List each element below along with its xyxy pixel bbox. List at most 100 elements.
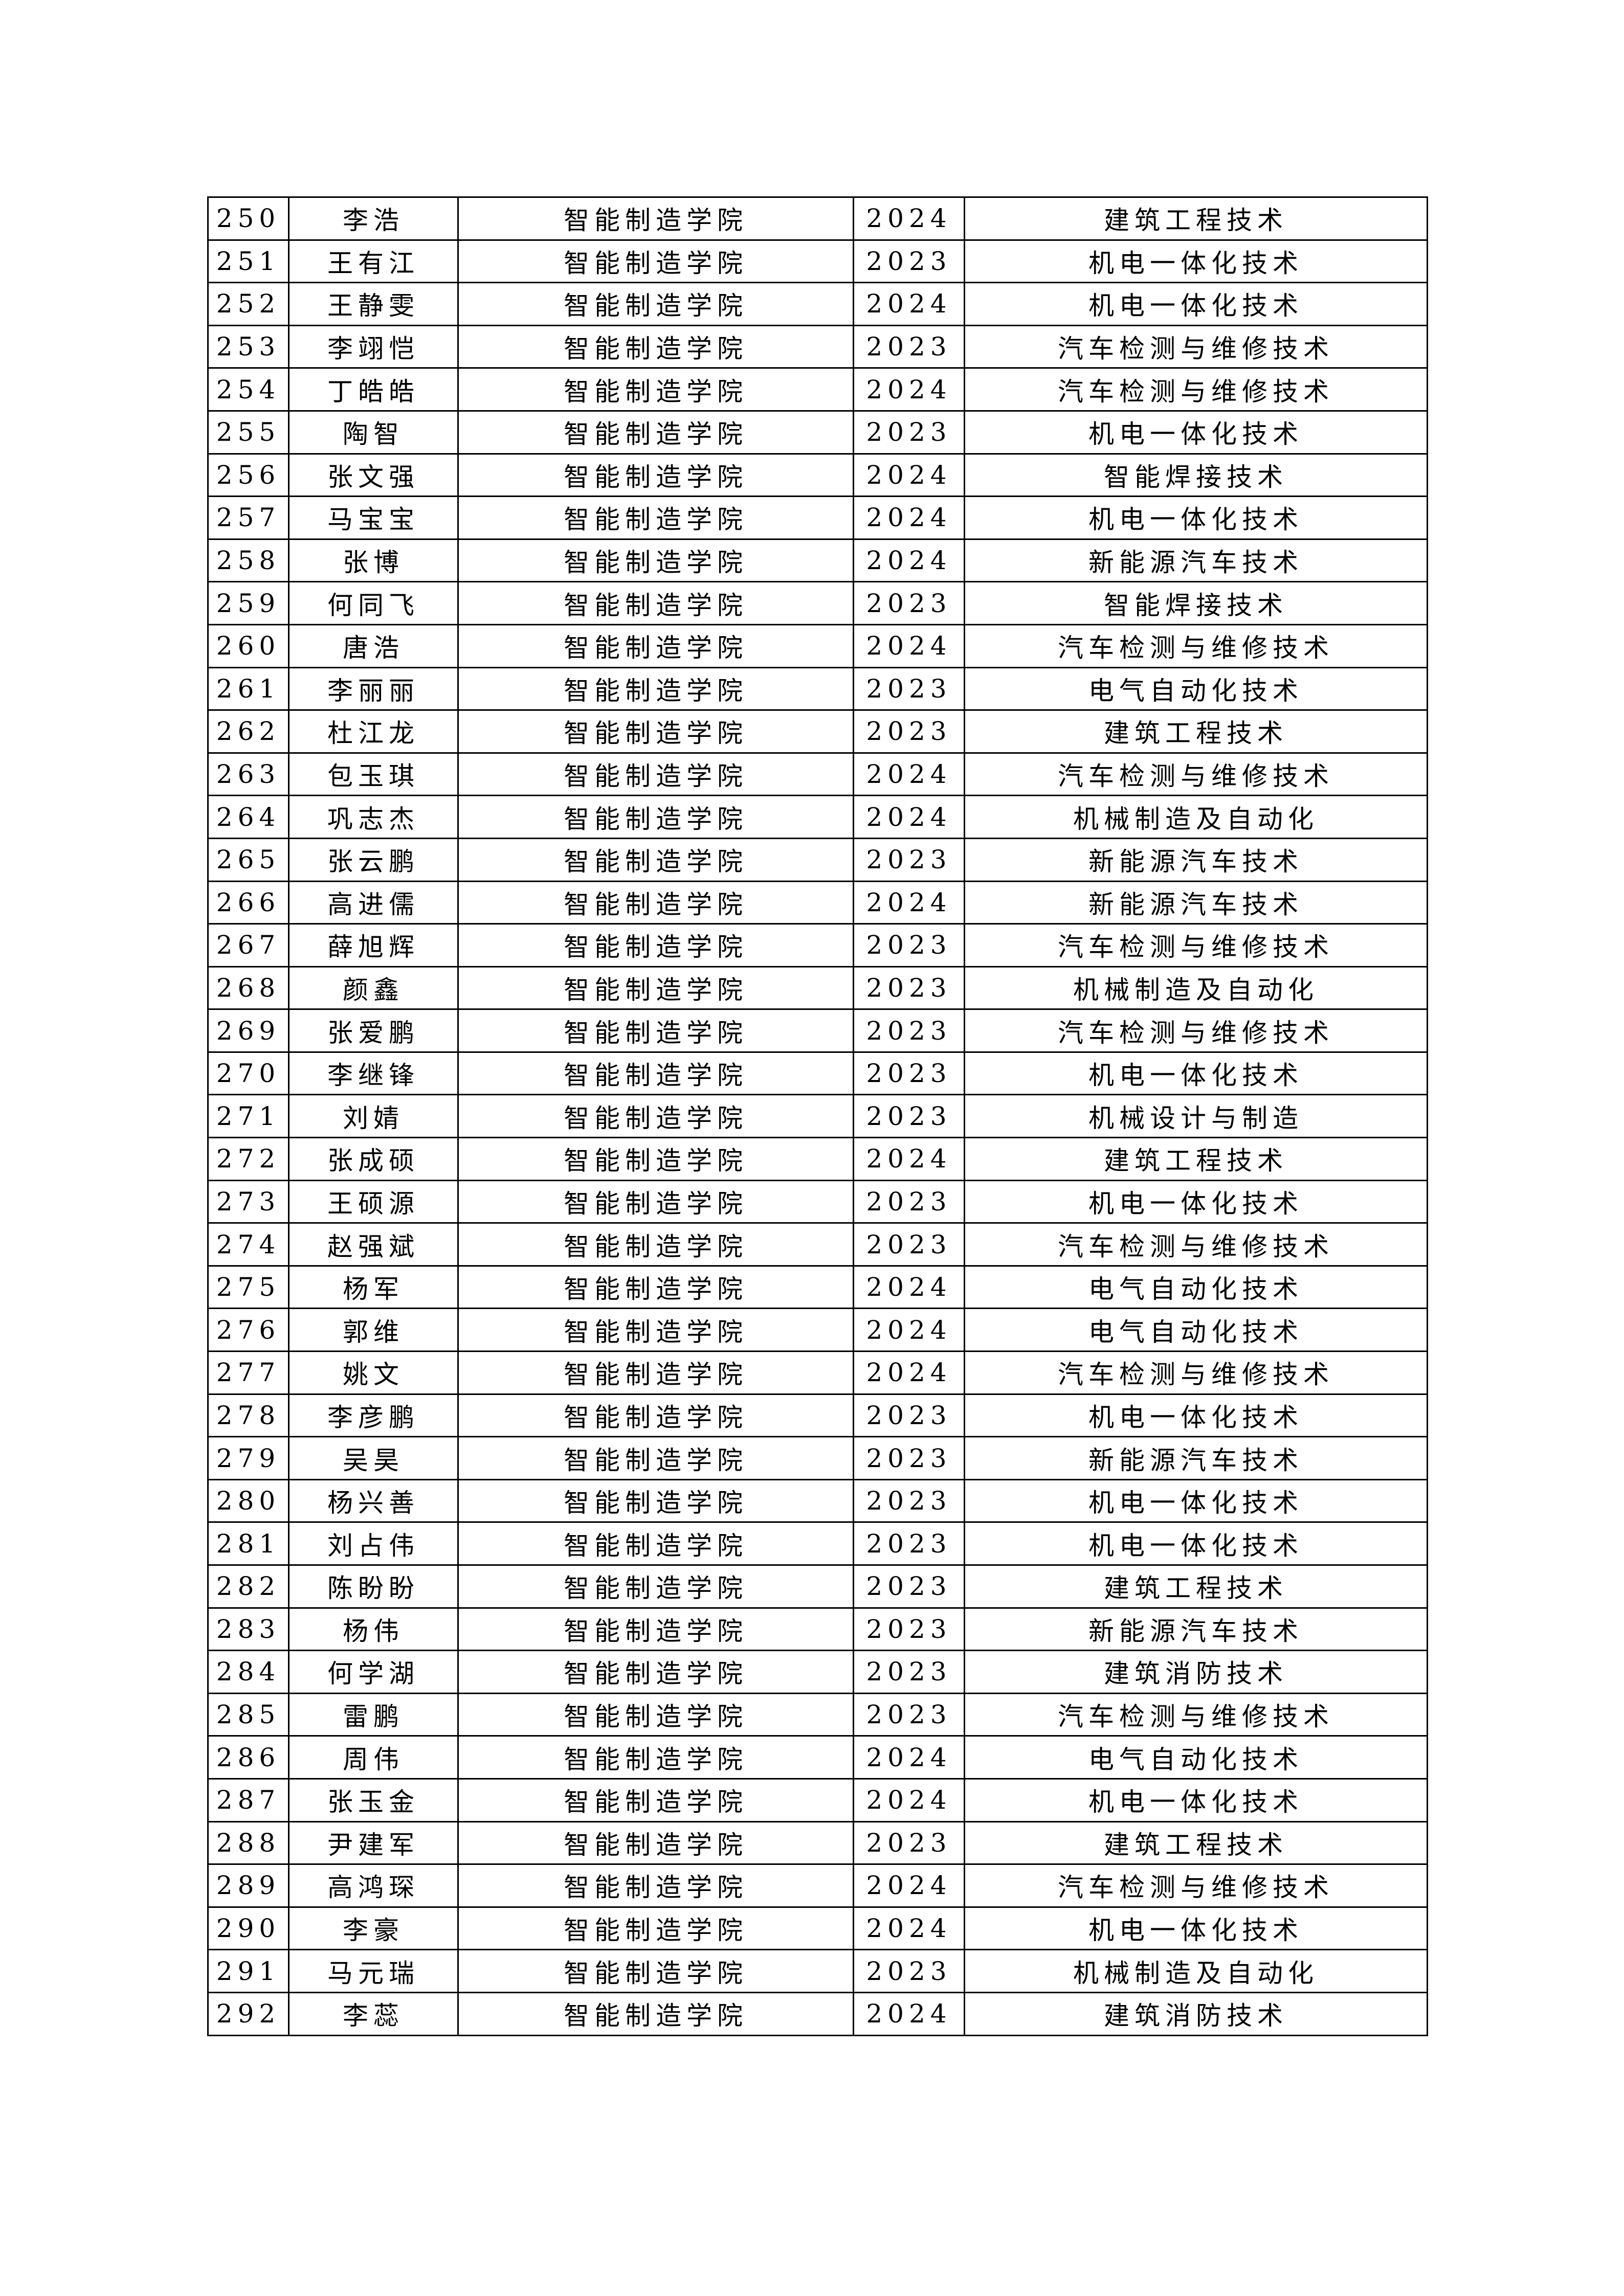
cell-no: 291 [207,1949,290,1993]
cell-name: 周伟 [288,1735,459,1780]
cell-major: 机电一体化技术 [964,1393,1428,1438]
cell-college: 智能制造学院 [457,795,854,839]
cell-college: 智能制造学院 [457,1607,854,1652]
cell-name: 马宝宝 [288,496,459,540]
cell-grade: 2024 [853,752,965,797]
cell-name: 陶智 [288,410,459,455]
cell-major: 机电一体化技术 [964,496,1428,540]
cell-major: 电气自动化技术 [964,1265,1428,1310]
cell-no: 256 [207,453,290,498]
cell-college: 智能制造学院 [457,1436,854,1480]
cell-name: 雷鹏 [288,1692,459,1737]
cell-college: 智能制造学院 [457,1350,854,1395]
cell-grade: 2023 [853,1478,965,1523]
cell-name: 高进儒 [288,880,459,925]
cell-name: 杜江龙 [288,709,459,754]
table-row: 291 马元瑞 智能制造学院 2023 机械制造及自动化 [207,1949,1428,1993]
cell-no: 281 [207,1521,290,1566]
table-row: 269 张爱鹏 智能制造学院 2023 汽车检测与维修技术 [207,1008,1428,1053]
cell-college: 智能制造学院 [457,1564,854,1609]
cell-name: 李蕊 [288,1991,459,2036]
cell-no: 271 [207,1094,290,1139]
cell-grade: 2023 [853,709,965,754]
cell-name: 李浩 [288,196,459,241]
cell-name: 薛旭辉 [288,923,459,967]
cell-no: 288 [207,1820,290,1865]
cell-grade: 2024 [853,538,965,583]
cell-college: 智能制造学院 [457,282,854,326]
table-row: 282 陈盼盼 智能制造学院 2023 建筑工程技术 [207,1564,1428,1609]
cell-major: 机电一体化技术 [964,239,1428,284]
cell-grade: 2023 [853,837,965,882]
cell-college: 智能制造学院 [457,752,854,797]
cell-college: 智能制造学院 [457,538,854,583]
cell-no: 279 [207,1436,290,1480]
cell-no: 278 [207,1393,290,1438]
cell-grade: 2024 [853,623,965,668]
cell-college: 智能制造学院 [457,1521,854,1566]
cell-grade: 2023 [853,1650,965,1694]
cell-name: 赵强斌 [288,1222,459,1267]
cell-no: 259 [207,581,290,625]
cell-college: 智能制造学院 [457,1179,854,1224]
cell-grade: 2024 [853,1350,965,1395]
table-row: 285 雷鹏 智能制造学院 2023 汽车检测与维修技术 [207,1692,1428,1737]
table-row: 263 包玉琪 智能制造学院 2024 汽车检测与维修技术 [207,752,1428,797]
cell-major: 汽车检测与维修技术 [964,623,1428,668]
cell-major: 机电一体化技术 [964,1179,1428,1224]
cell-major: 建筑工程技术 [964,1820,1428,1865]
cell-college: 智能制造学院 [457,410,854,455]
cell-major: 机电一体化技术 [964,1521,1428,1566]
cell-major: 汽车检测与维修技术 [964,1222,1428,1267]
cell-name: 高鸿琛 [288,1863,459,1908]
table-row: 278 李彦鹏 智能制造学院 2023 机电一体化技术 [207,1393,1428,1438]
cell-major: 汽车检测与维修技术 [964,752,1428,797]
cell-no: 260 [207,623,290,668]
cell-grade: 2024 [853,795,965,839]
cell-no: 272 [207,1137,290,1181]
cell-major: 建筑工程技术 [964,709,1428,754]
cell-college: 智能制造学院 [457,1051,854,1096]
table-row: 284 何学湖 智能制造学院 2023 建筑消防技术 [207,1650,1428,1694]
cell-college: 智能制造学院 [457,923,854,967]
cell-major: 机械制造及自动化 [964,1949,1428,1993]
cell-no: 263 [207,752,290,797]
cell-college: 智能制造学院 [457,1308,854,1353]
cell-college: 智能制造学院 [457,1906,854,1951]
cell-grade: 2023 [853,1564,965,1609]
cell-no: 292 [207,1991,290,2036]
table-row: 259 何同飞 智能制造学院 2023 智能焊接技术 [207,581,1428,625]
cell-grade: 2024 [853,196,965,241]
cell-college: 智能制造学院 [457,1735,854,1780]
table-row: 290 李豪 智能制造学院 2024 机电一体化技术 [207,1906,1428,1951]
cell-grade: 2023 [853,1094,965,1139]
cell-major: 机械制造及自动化 [964,795,1428,839]
cell-major: 汽车检测与维修技术 [964,1350,1428,1395]
cell-college: 智能制造学院 [457,1222,854,1267]
cell-no: 264 [207,795,290,839]
cell-college: 智能制造学院 [457,1991,854,2036]
cell-name: 刘占伟 [288,1521,459,1566]
table-row: 264 巩志杰 智能制造学院 2024 机械制造及自动化 [207,795,1428,839]
table-row: 286 周伟 智能制造学院 2024 电气自动化技术 [207,1735,1428,1780]
cell-grade: 2023 [853,1051,965,1096]
cell-college: 智能制造学院 [457,837,854,882]
table-row: 272 张成硕 智能制造学院 2024 建筑工程技术 [207,1137,1428,1181]
cell-college: 智能制造学院 [457,666,854,711]
cell-major: 机电一体化技术 [964,1906,1428,1951]
cell-major: 机电一体化技术 [964,410,1428,455]
cell-name: 李继锋 [288,1051,459,1096]
cell-college: 智能制造学院 [457,1478,854,1523]
cell-grade: 2023 [853,923,965,967]
cell-name: 何学湖 [288,1650,459,1694]
table-row: 274 赵强斌 智能制造学院 2023 汽车检测与维修技术 [207,1222,1428,1267]
cell-grade: 2023 [853,1949,965,1993]
cell-major: 新能源汽车技术 [964,880,1428,925]
table-row: 261 李丽丽 智能制造学院 2023 电气自动化技术 [207,666,1428,711]
cell-name: 刘婧 [288,1094,459,1139]
cell-name: 颜鑫 [288,965,459,1010]
cell-major: 新能源汽车技术 [964,1436,1428,1480]
cell-no: 255 [207,410,290,455]
table-row: 268 颜鑫 智能制造学院 2023 机械制造及自动化 [207,965,1428,1010]
cell-major: 智能焊接技术 [964,581,1428,625]
